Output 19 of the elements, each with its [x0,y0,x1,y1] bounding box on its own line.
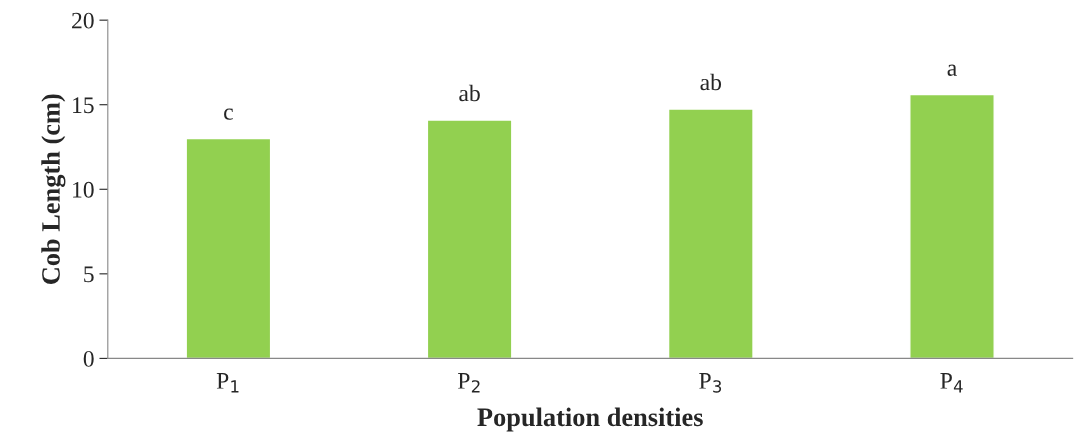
bar [185,137,272,359]
y-tick-label: 15 [73,97,94,114]
y-tick-label: 0 [83,350,94,367]
y-axis-title: Cob Length (cm) [41,94,66,285]
x-tick-label: P$_{2}$ [458,373,480,393]
y-tick-label: 20 [72,12,94,29]
y-tick-label: 5 [84,266,94,283]
x-tick-label: P$_{4}$ [940,373,963,393]
annotation: ab [459,84,480,102]
bar [667,108,754,359]
annotation: ab [700,73,722,91]
bar [909,93,995,359]
bar [426,119,513,359]
x-tick-label: P$_{3}$ [699,373,722,393]
annotation: c [224,108,233,120]
x-axis-title: Population densities [477,407,703,432]
annotation: a [947,64,957,76]
x-tick-label: P$_{1}$ [216,373,239,393]
y-tick-label: 10 [73,181,94,198]
